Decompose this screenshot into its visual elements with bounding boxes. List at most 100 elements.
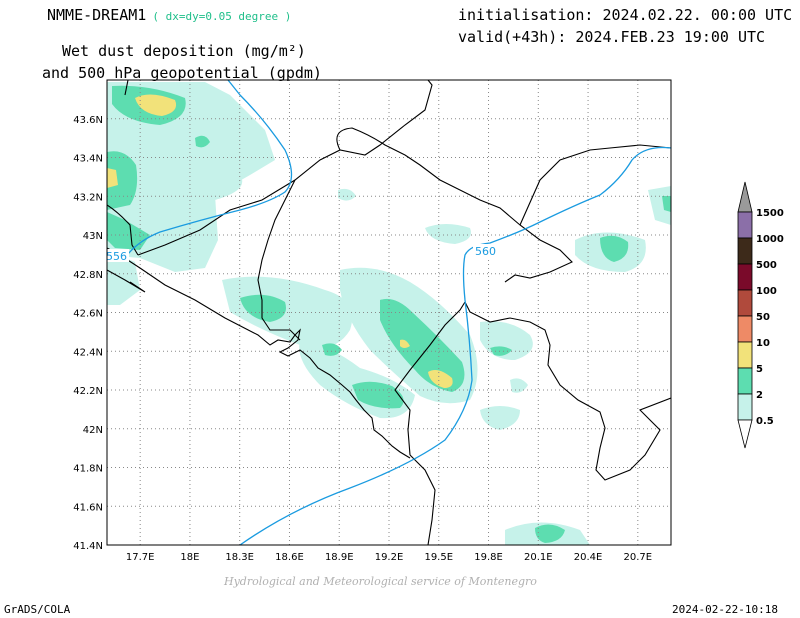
legend-swatch <box>737 289 753 317</box>
dust-area <box>425 224 471 244</box>
map-frame <box>106 79 672 546</box>
dust-area <box>535 524 565 543</box>
dust-area <box>107 212 150 250</box>
dust-area <box>107 250 140 305</box>
legend-swatch <box>737 315 753 343</box>
lon-tick-label: 20.4E <box>574 552 603 563</box>
legend-swatch <box>737 393 753 421</box>
dust-shading <box>107 82 671 545</box>
dust-area <box>480 406 520 430</box>
dust-area <box>352 381 404 409</box>
country-border <box>257 179 301 341</box>
lat-tick-label: 41.4N <box>73 541 103 552</box>
lat-tick-label: 42N <box>83 425 103 436</box>
valid-time: valid(+43h): 2024.FEB.23 19:00 UTC <box>458 28 766 46</box>
variable-title-line1: Wet dust deposition (mg/m²) <box>62 42 306 60</box>
country-border <box>107 204 139 256</box>
initialisation-time: initialisation: 2024.02.22. 00:00 UTC <box>458 6 793 24</box>
legend-label: 500 <box>756 260 777 271</box>
contour-label-560: 560 <box>475 245 496 258</box>
variable-title-line2: and 500 hPa geopotential (gpdm) <box>42 64 322 82</box>
country-border <box>519 144 671 226</box>
contour-labels: 556 560 <box>104 244 497 263</box>
geopotential-contours <box>127 80 671 545</box>
country-border <box>394 301 466 456</box>
credit-text: Hydrological and Meteorological service … <box>224 575 537 588</box>
lat-tick-label: 41.6N <box>73 502 103 513</box>
lon-tick-label: 17.7E <box>126 552 155 563</box>
dust-area <box>648 186 671 225</box>
longitude-labels: 17.7E 18E 18.3E 18.6E 18.9E 19.2E 19.5E 19.8E 20… <box>126 552 652 563</box>
footer-timestamp: 2024-02-22-10:18 <box>672 603 778 616</box>
legend-swatch <box>737 237 753 265</box>
lat-tick-label: 43.2N <box>73 192 103 203</box>
borders <box>107 80 671 545</box>
lat-tick-label: 43N <box>83 231 103 242</box>
lon-tick-label: 20.7E <box>624 552 653 563</box>
lon-tick-label: 19.8E <box>474 552 503 563</box>
dust-area <box>428 370 453 388</box>
dust-area <box>400 339 410 348</box>
country-border <box>124 80 129 96</box>
model-title: NMME-DREAM1 ( dx=dy=0.05 degree ) <box>47 6 291 24</box>
dust-area <box>510 378 528 393</box>
coast <box>107 269 146 293</box>
legend-swatch <box>737 341 753 369</box>
latitude-labels: 43.6N 43.4N 43.2N 43N 42.8N 42.6N 42.4N 42.2N 42… <box>73 115 103 552</box>
lon-tick-label: 18E <box>180 552 199 563</box>
country-border <box>464 301 671 481</box>
dust-area <box>107 168 118 188</box>
dust-area <box>205 95 222 103</box>
contour-560 <box>239 146 671 545</box>
legend-label: 0.5 <box>756 416 774 427</box>
dust-area <box>322 343 342 356</box>
legend-label: 50 <box>756 312 770 323</box>
legend-label: 1500 <box>756 208 784 219</box>
lon-tick-label: 18.9E <box>325 552 354 563</box>
dust-area <box>107 151 138 210</box>
lat-tick-label: 42.6N <box>73 309 103 320</box>
lat-tick-label: 42.4N <box>73 347 103 358</box>
lon-tick-label: 19.5E <box>424 552 453 563</box>
footer-software: GrADS/COLA <box>4 603 71 616</box>
dust-area <box>240 294 286 322</box>
dust-area <box>135 94 177 116</box>
gridlines <box>107 80 671 545</box>
dust-area <box>600 235 629 262</box>
legend-swatch <box>737 263 753 291</box>
country-border <box>409 454 436 545</box>
lat-tick-label: 42.8N <box>73 270 103 281</box>
legend-top-arrow <box>737 181 753 213</box>
coast <box>107 247 411 459</box>
legend-bottom-arrow <box>737 419 753 449</box>
legend-label: 10 <box>756 338 770 349</box>
legend-swatch <box>737 211 753 239</box>
lat-tick-label: 41.8N <box>73 464 103 475</box>
lon-tick-label: 18.6E <box>275 552 304 563</box>
dust-area <box>195 135 210 148</box>
dust-area <box>170 165 243 200</box>
lat-tick-label: 43.6N <box>73 115 103 126</box>
lon-tick-label: 19.2E <box>375 552 404 563</box>
contour-556 <box>127 80 293 255</box>
lat-tick-label: 43.4N <box>73 154 103 165</box>
country-border <box>336 127 573 283</box>
legend-label: 100 <box>756 286 777 297</box>
legend-swatch <box>737 367 753 395</box>
model-resolution: ( dx=dy=0.05 degree ) <box>152 10 292 23</box>
model-name: NMME-DREAM1 <box>47 6 147 24</box>
dust-area <box>662 196 671 212</box>
dust-area <box>338 188 356 201</box>
legend-label: 1000 <box>756 234 784 245</box>
dust-area <box>380 298 465 392</box>
legend-label: 2 <box>756 390 763 401</box>
legend-label: 5 <box>756 364 763 375</box>
lon-tick-label: 18.3E <box>225 552 254 563</box>
lat-tick-label: 42.2N <box>73 386 103 397</box>
dust-area <box>490 346 512 356</box>
contour-label-556: 556 <box>106 250 127 263</box>
country-border <box>137 80 433 256</box>
legend-colorbar: 1500 1000 500 100 50 10 5 2 0.5 <box>737 181 784 449</box>
lon-tick-label: 20.1E <box>524 552 553 563</box>
